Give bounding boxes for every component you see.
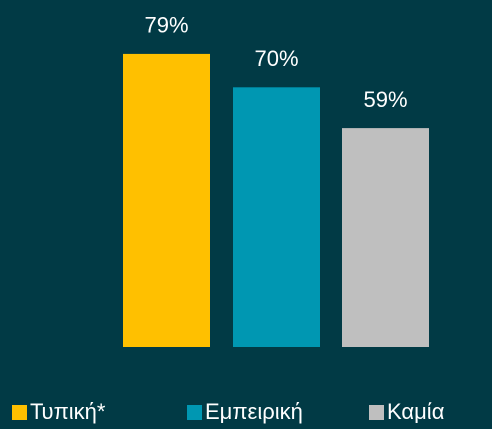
bar <box>123 53 210 347</box>
bar <box>233 87 320 348</box>
bar <box>342 128 429 347</box>
value-label: 59% <box>363 87 407 112</box>
legend-swatch <box>369 405 384 420</box>
legend-label: Τυπική* <box>30 399 106 424</box>
legend-swatch <box>12 405 27 420</box>
value-label: 70% <box>254 46 298 71</box>
legend-label: Καμία <box>387 399 445 424</box>
value-label: 79% <box>144 13 188 38</box>
legend-swatch <box>187 405 202 420</box>
legend-label: Εμπειρική <box>205 399 303 424</box>
